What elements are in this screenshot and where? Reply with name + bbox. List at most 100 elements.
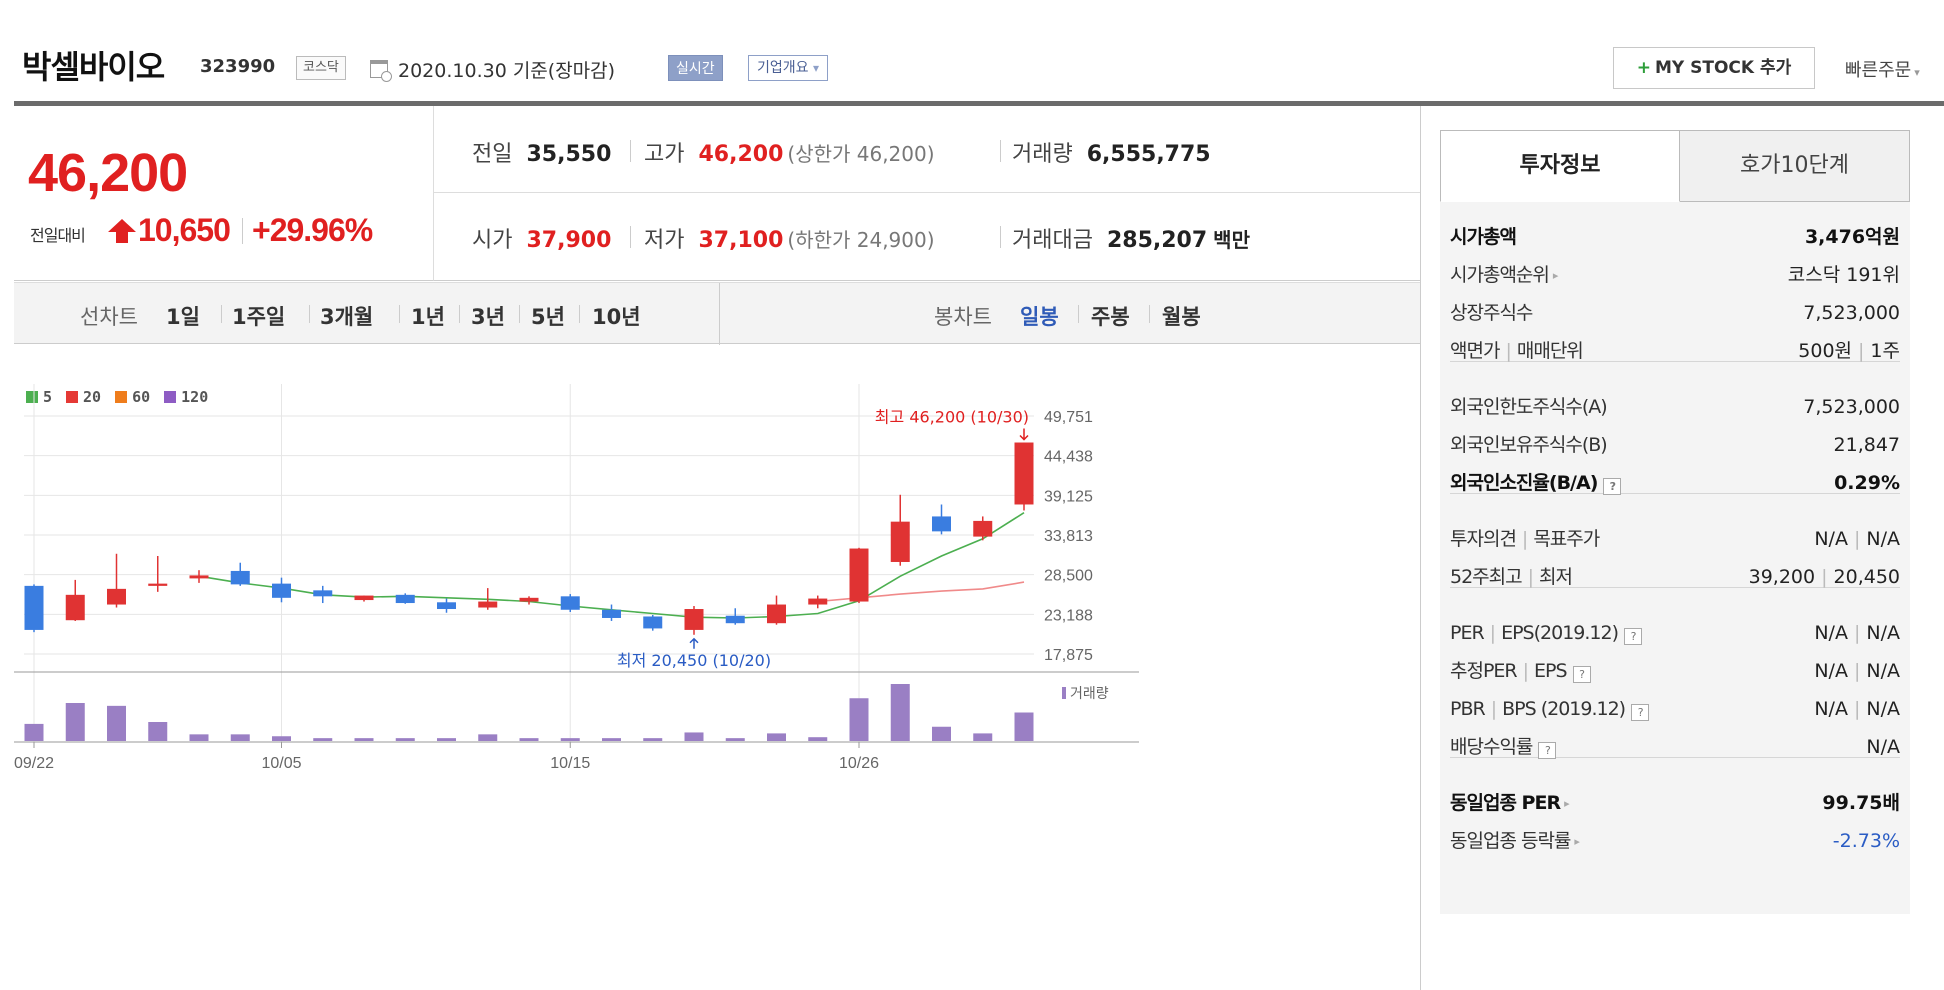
legend-label: 60 <box>132 388 151 406</box>
volume-legend-label: 거래량 <box>1070 686 1109 702</box>
y-tick-label: 33,813 <box>1044 528 1093 545</box>
info-key: PER | EPS(2019.12)? <box>1450 614 1642 652</box>
help-icon[interactable]: ? <box>1631 704 1650 721</box>
tab-investment-info[interactable]: 투자정보 <box>1440 130 1680 202</box>
info-row: 52주최고 | 최저 39,200 | 20,450 <box>1450 558 1900 596</box>
divider <box>1149 305 1150 323</box>
quick-order-label: 빠른주문 <box>1845 60 1912 81</box>
candle-monthly[interactable]: 월봉 <box>1162 305 1201 329</box>
info-key-label: 동일업종 PER <box>1450 792 1561 814</box>
help-icon[interactable]: ? <box>1572 666 1591 683</box>
legend-label: 20 <box>83 388 102 406</box>
info-row[interactable]: 시가총액순위 ▸ 코스닥 191위 <box>1450 256 1900 294</box>
legend-swatch <box>66 391 79 403</box>
divider: | <box>1489 622 1496 644</box>
volume-bar <box>808 737 828 741</box>
info-value: 코스닥 191위 <box>1788 256 1900 294</box>
volume-bar <box>767 733 786 741</box>
volume-bar <box>272 736 291 741</box>
period-1y[interactable]: 1년 <box>411 305 445 329</box>
candle-weekly[interactable]: 주봉 <box>1091 305 1130 329</box>
volume-bar <box>230 734 250 741</box>
legend-swatch <box>26 391 38 403</box>
info-value-text: N/A <box>1866 660 1900 682</box>
info-value: -2.73% <box>1833 822 1900 860</box>
candle-body <box>643 616 663 629</box>
info-value: N/A | N/A <box>1814 614 1900 652</box>
info-key-label: 액면가 <box>1450 340 1500 362</box>
volume-bar <box>1014 712 1034 741</box>
stock-code: 323990 <box>200 56 276 77</box>
volume-bar <box>354 738 374 741</box>
info-tabs: 투자정보 호가10단계 <box>1440 130 1910 202</box>
open-value: 37,900 <box>526 228 612 253</box>
add-mystock-button[interactable]: + MY STOCK 추가 <box>1613 47 1815 89</box>
candle-body <box>395 594 415 604</box>
period-1d[interactable]: 1일 <box>166 305 200 329</box>
volume-bar <box>643 738 663 741</box>
info-key-label: 매매단위 <box>1516 340 1584 362</box>
help-icon[interactable]: ? <box>1603 478 1622 495</box>
info-value-text: 코스닥 191위 <box>1787 264 1900 286</box>
divider: | <box>1858 340 1865 362</box>
info-row: 외국인한도주식수(A) 7,523,000 <box>1450 388 1900 426</box>
info-key-label: 투자의견 <box>1450 528 1517 550</box>
plus-icon: + <box>1636 58 1651 78</box>
x-tick-label: 10/05 <box>261 755 301 772</box>
volume-bar <box>107 705 126 741</box>
volume-bar <box>519 738 539 741</box>
info-value: 3,476억원 <box>1805 218 1900 256</box>
realtime-button[interactable]: 실시간 <box>668 55 723 81</box>
chevron-right-icon: ▸ <box>1552 269 1558 282</box>
info-key: 시가총액순위 ▸ <box>1450 256 1558 295</box>
info-key-label: BPS (2019.12) <box>1502 698 1626 720</box>
volume-value: 6,555,775 <box>1086 142 1211 167</box>
prev-close: 전일 35,550 <box>472 136 611 168</box>
info-key-label: 상장주식수 <box>1450 302 1533 324</box>
candle-body <box>932 516 951 532</box>
corp-info-dropdown[interactable]: 기업개요 ▾ <box>748 55 829 81</box>
x-tick-label: 10/15 <box>550 755 590 772</box>
info-row[interactable]: 동일업종 등락률 ▸ -2.73% <box>1450 822 1900 860</box>
low-label: 저가 <box>644 228 685 253</box>
help-icon[interactable]: ? <box>1538 742 1557 759</box>
tab-order-book[interactable]: 호가10단계 <box>1680 130 1910 202</box>
volume-bar <box>890 684 910 741</box>
divider <box>1450 493 1900 494</box>
period-5y[interactable]: 5년 <box>531 305 565 329</box>
legend-item: 5 <box>26 388 52 406</box>
volume-bar <box>478 734 498 741</box>
info-key-label: EPS <box>1534 660 1568 682</box>
market-tag: 코스닥 <box>296 56 346 80</box>
volume: 거래량 6,555,775 <box>1012 136 1211 168</box>
period-3y[interactable]: 3년 <box>471 305 505 329</box>
candle-body <box>973 520 993 537</box>
info-row[interactable]: 동일업종 PER ▸ 99.75배 <box>1450 784 1900 822</box>
summary-grid: 전일 35,550 고가 46,200 (상한가 46,200) 거래량 6,555,7… <box>434 106 1420 281</box>
chevron-right-icon: ▸ <box>1574 835 1579 848</box>
quick-order-menu[interactable]: 빠른주문 ▾ <box>1845 56 1920 82</box>
info-key: 동일업종 PER ▸ <box>1450 784 1570 823</box>
volume-bar <box>973 733 993 741</box>
x-tick-label: 09/22 <box>14 755 54 772</box>
divider: | <box>1527 566 1534 588</box>
candle-daily[interactable]: 일봉 <box>1020 305 1059 329</box>
chevron-right-icon: ▸ <box>1564 797 1569 810</box>
info-value-text: N/A <box>1866 736 1900 758</box>
open-label: 시가 <box>472 228 513 253</box>
divider <box>459 305 460 323</box>
legend-item: 120 <box>164 388 208 406</box>
y-tick-label: 44,438 <box>1044 449 1093 466</box>
period-3m[interactable]: 3개월 <box>320 305 374 329</box>
info-key-label: 목표주가 <box>1533 528 1600 550</box>
info-row: 추정PER | EPS? N/A | N/A <box>1450 652 1900 690</box>
period-10y[interactable]: 10년 <box>592 305 641 329</box>
chart-period-toolbar: 선차트 1일 1주일 3개월 1년 3년 5년 10년 봉차트 일봉 주봉 월봉 <box>14 282 1420 345</box>
info-value-text: 99.75배 <box>1822 792 1900 814</box>
info-value-text: 20,450 <box>1833 566 1900 588</box>
period-1w[interactable]: 1주일 <box>232 305 286 329</box>
info-key: 상장주식수 <box>1450 294 1533 332</box>
help-icon[interactable]: ? <box>1624 628 1642 645</box>
summary-row: 시가 37,900 저가 37,100 (하한가 24,900) 거래대금 285,20… <box>434 194 1420 281</box>
legend-swatch <box>115 391 128 403</box>
